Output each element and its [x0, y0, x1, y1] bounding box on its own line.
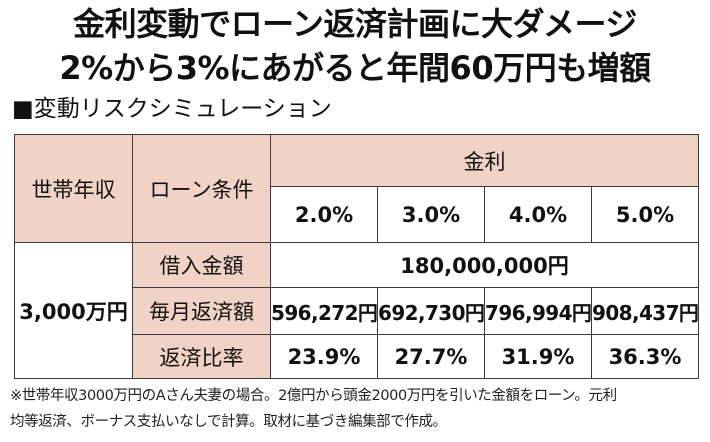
headline-line-1: 金利変動でローン返済計画に大ダメージ — [73, 5, 637, 43]
row-label-repayment-ratio: 返済比率 — [132, 334, 271, 379]
monthly-payment-rate-2: 596,272円 — [270, 287, 378, 335]
headline-line-2: 2%から3%にあがると年間60万円も増額 — [59, 49, 651, 87]
section-title: ■変動リスクシミュレーション — [12, 96, 332, 122]
repayment-ratio-rate-4: 31.9% — [484, 334, 592, 379]
footnote-line-2: 均等返済、ボーナス支払いなしで計算。取材に基づき編集部で作成。 — [10, 414, 447, 430]
footnote: ※世帯年収3000万円のAさん夫妻の場合。2億円から頭金2000万円を引いた金額… — [10, 383, 706, 435]
repayment-ratio-rate-3: 27.7% — [377, 334, 485, 379]
loan-amount-value: 180,000,000円 — [270, 242, 699, 288]
header-rate-2: 2.0% — [270, 186, 378, 243]
header-interest-rate: 金利 — [270, 134, 699, 187]
header-loan-conditions: ローン条件 — [132, 134, 271, 243]
row-label-monthly-payment: 毎月返済額 — [132, 287, 271, 335]
header-household-income: 世帯年収 — [14, 134, 133, 243]
monthly-payment-rate-3: 692,730円 — [377, 287, 485, 335]
household-income-value: 3,000万円 — [14, 242, 133, 379]
monthly-payment-rate-5: 908,437円 — [591, 287, 699, 335]
header-rate-5: 5.0% — [591, 186, 699, 243]
row-label-loan-amount: 借入金額 — [132, 242, 271, 288]
repayment-ratio-rate-5: 36.3% — [591, 334, 699, 379]
footnote-line-1: ※世帯年収3000万円のAさん夫妻の場合。2億円から頭金2000万円を引いた金額… — [10, 388, 617, 404]
header-rate-3: 3.0% — [377, 186, 485, 243]
monthly-payment-rate-4: 796,994円 — [484, 287, 592, 335]
repayment-ratio-rate-2: 23.9% — [270, 334, 378, 379]
header-rate-4: 4.0% — [484, 186, 592, 243]
simulation-table: 世帯年収 ローン条件 金利 2.0% 3.0% 4.0% 5.0% 3,000万… — [14, 134, 699, 379]
